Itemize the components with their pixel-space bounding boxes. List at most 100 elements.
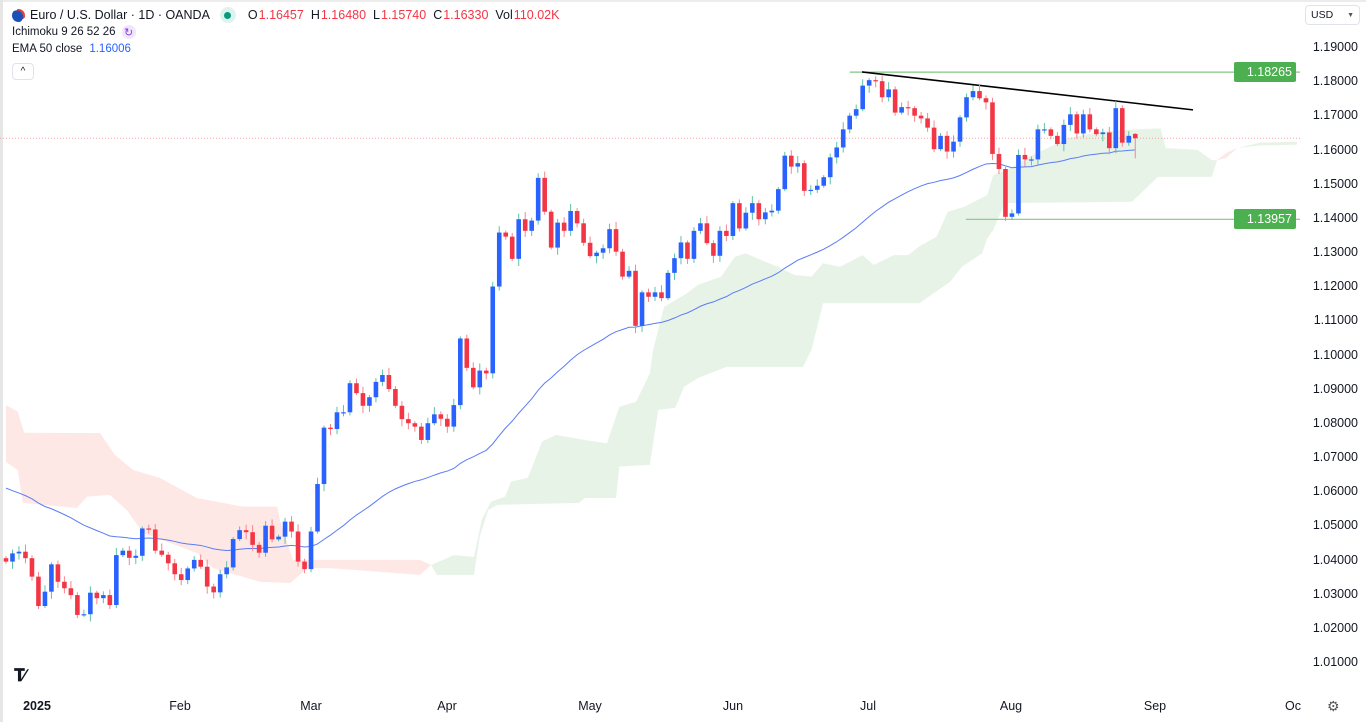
candle-body [451, 405, 457, 427]
price-chart[interactable] [0, 0, 1300, 690]
candle-body [542, 177, 547, 212]
ichimoku-cloud-bearish [6, 405, 432, 584]
symbol-title[interactable]: Euro / U.S. Dollar · 1D · OANDA [30, 8, 210, 22]
candle [230, 536, 236, 571]
candle [581, 218, 586, 246]
candle-body [1081, 114, 1086, 134]
price-tick-label: 1.18000 [1312, 74, 1358, 89]
candle-body [458, 338, 463, 406]
ema-legend[interactable]: EMA 50 close 1.16006 [12, 43, 131, 55]
candle [1035, 124, 1041, 165]
candle [1048, 127, 1054, 139]
candle [1081, 109, 1086, 138]
market-open-status-icon[interactable] [219, 7, 236, 23]
time-tick-label: Jun [722, 699, 744, 713]
candle [951, 135, 956, 158]
candle-body [860, 85, 865, 110]
time-tick-label: Mar [300, 699, 322, 713]
candle-body [594, 252, 599, 257]
candle [1074, 111, 1080, 139]
candle [425, 417, 431, 444]
collapse-legend-button[interactable]: ^ [12, 63, 34, 80]
candle [483, 367, 489, 380]
candle-body [964, 97, 969, 118]
ichimoku-label[interactable]: Ichimoku 9 26 52 26 [12, 26, 116, 38]
candle [419, 422, 424, 445]
candle-body [996, 153, 1002, 169]
candle [964, 93, 969, 122]
candle-body [477, 370, 483, 388]
candle-body [704, 223, 710, 244]
price-tick-label: 1.15000 [1312, 176, 1358, 191]
candle [847, 112, 852, 134]
candle [1003, 166, 1008, 221]
candle [1016, 149, 1021, 216]
candle [133, 549, 139, 564]
candle [944, 131, 950, 159]
candle-body [178, 574, 184, 581]
candle [68, 581, 74, 600]
candle [1119, 105, 1125, 147]
candle [652, 286, 658, 301]
candle [574, 208, 580, 228]
ema-label[interactable]: EMA 50 close [12, 43, 83, 55]
chevron-down-icon: ▼ [1347, 11, 1354, 19]
price-tick-label: 1.08000 [1312, 415, 1358, 430]
candle [931, 120, 937, 153]
currency-select[interactable]: USD ▼ [1305, 5, 1360, 25]
candle [204, 559, 210, 594]
candle-body [101, 595, 106, 599]
candle [633, 264, 638, 334]
currency-value: USD [1311, 9, 1334, 21]
candle [1061, 119, 1067, 152]
candle-body [1029, 159, 1034, 161]
candle [308, 526, 314, 573]
candle-body [1048, 129, 1054, 136]
candle-body [691, 230, 697, 259]
tradingview-logo[interactable]: 𝐓∕ [14, 666, 26, 685]
candle [555, 218, 560, 255]
gear-icon[interactable]: ⚙ [1327, 698, 1340, 714]
volume-value: 110.02K [513, 8, 560, 22]
candle-body [490, 286, 496, 374]
high-value: 1.16480 [320, 8, 367, 22]
candle [665, 269, 671, 301]
candle-body [613, 229, 619, 252]
candle [801, 160, 807, 196]
time-tick-label: Oc [1285, 699, 1301, 713]
candle-body [483, 370, 489, 374]
candle-body [840, 129, 846, 148]
candle [1107, 126, 1112, 155]
candle [243, 524, 249, 540]
refresh-icon[interactable]: ↻ [121, 25, 136, 39]
price-tick-label: 1.17000 [1312, 108, 1358, 123]
price-tick-label: 1.02000 [1312, 620, 1358, 635]
candle-body [639, 292, 645, 326]
candle-body [678, 242, 684, 259]
candle-body [94, 592, 100, 599]
candle [769, 204, 775, 217]
candle [224, 561, 229, 579]
price-tick-label: 1.13000 [1312, 245, 1358, 260]
candle-body [347, 383, 353, 413]
candle [23, 544, 28, 564]
candle-body [1042, 129, 1047, 131]
candle [81, 609, 87, 617]
candle [114, 547, 119, 609]
candle-body [548, 211, 554, 248]
candle [724, 224, 729, 242]
candle-body [406, 419, 411, 424]
candle-body [1119, 108, 1125, 143]
ichimoku-legend[interactable]: Ichimoku 9 26 52 26 ↻ [12, 25, 136, 39]
candle-body [29, 558, 35, 577]
candle-body [957, 117, 963, 142]
candle [1132, 133, 1138, 159]
candle-body [380, 375, 385, 382]
candle-body [743, 212, 749, 229]
candle [879, 75, 885, 103]
candle-body [581, 223, 586, 243]
candle [341, 405, 346, 417]
candle-body [886, 89, 891, 98]
candle-body [899, 107, 904, 113]
candle-body [127, 550, 132, 558]
